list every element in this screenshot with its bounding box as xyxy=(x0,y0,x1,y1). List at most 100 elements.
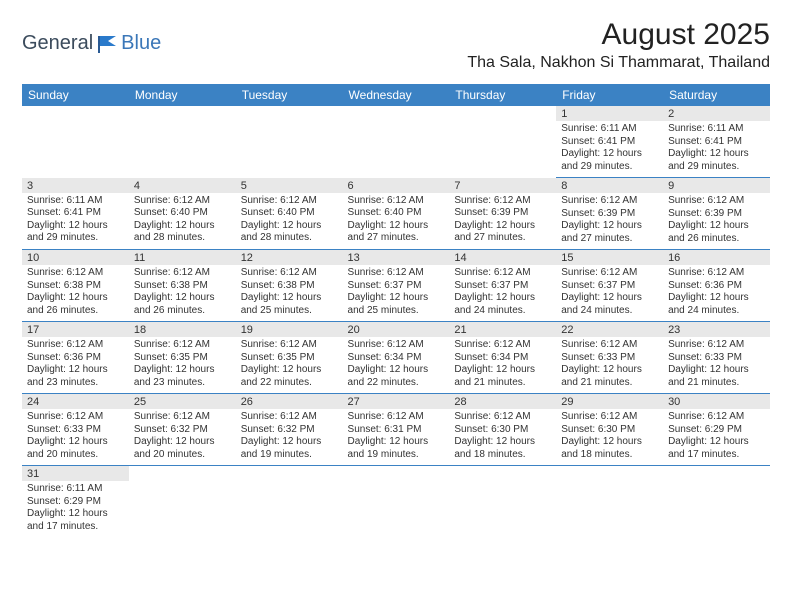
calendar-week: 10Sunrise: 6:12 AMSunset: 6:38 PMDayligh… xyxy=(22,250,770,322)
day-number: 19 xyxy=(236,322,343,337)
day-number: 2 xyxy=(663,106,770,121)
calendar-cell: 18Sunrise: 6:12 AMSunset: 6:35 PMDayligh… xyxy=(129,322,236,394)
day-details: Sunrise: 6:12 AMSunset: 6:33 PMDaylight:… xyxy=(556,337,663,393)
day-details: Sunrise: 6:12 AMSunset: 6:36 PMDaylight:… xyxy=(22,337,129,393)
calendar-cell: 27Sunrise: 6:12 AMSunset: 6:31 PMDayligh… xyxy=(343,394,450,466)
day-number: 5 xyxy=(236,178,343,193)
calendar-cell xyxy=(22,106,129,178)
calendar-cell: 24Sunrise: 6:12 AMSunset: 6:33 PMDayligh… xyxy=(22,394,129,466)
day-number: 26 xyxy=(236,394,343,409)
title-block: August 2025 Tha Sala, Nakhon Si Thammara… xyxy=(467,18,770,80)
day-number: 1 xyxy=(556,106,663,121)
calendar-cell xyxy=(556,466,663,538)
day-number: 3 xyxy=(22,178,129,193)
calendar-cell xyxy=(449,106,556,178)
calendar-cell xyxy=(236,466,343,538)
calendar-cell: 15Sunrise: 6:12 AMSunset: 6:37 PMDayligh… xyxy=(556,250,663,322)
day-details: Sunrise: 6:12 AMSunset: 6:29 PMDaylight:… xyxy=(663,409,770,465)
day-details: Sunrise: 6:12 AMSunset: 6:36 PMDaylight:… xyxy=(663,265,770,321)
day-details: Sunrise: 6:12 AMSunset: 6:40 PMDaylight:… xyxy=(343,193,450,249)
calendar-cell: 17Sunrise: 6:12 AMSunset: 6:36 PMDayligh… xyxy=(22,322,129,394)
calendar-cell: 28Sunrise: 6:12 AMSunset: 6:30 PMDayligh… xyxy=(449,394,556,466)
day-details: Sunrise: 6:12 AMSunset: 6:39 PMDaylight:… xyxy=(449,193,556,249)
day-details: Sunrise: 6:12 AMSunset: 6:32 PMDaylight:… xyxy=(129,409,236,465)
day-details: Sunrise: 6:12 AMSunset: 6:37 PMDaylight:… xyxy=(449,265,556,321)
calendar-cell: 6Sunrise: 6:12 AMSunset: 6:40 PMDaylight… xyxy=(343,178,450,250)
day-number: 11 xyxy=(129,250,236,265)
day-details: Sunrise: 6:12 AMSunset: 6:34 PMDaylight:… xyxy=(449,337,556,393)
calendar-cell: 11Sunrise: 6:12 AMSunset: 6:38 PMDayligh… xyxy=(129,250,236,322)
day-details: Sunrise: 6:11 AMSunset: 6:41 PMDaylight:… xyxy=(22,193,129,249)
calendar-cell: 25Sunrise: 6:12 AMSunset: 6:32 PMDayligh… xyxy=(129,394,236,466)
day-details: Sunrise: 6:12 AMSunset: 6:34 PMDaylight:… xyxy=(343,337,450,393)
day-number: 13 xyxy=(343,250,450,265)
day-details: Sunrise: 6:11 AMSunset: 6:41 PMDaylight:… xyxy=(663,121,770,177)
day-number: 12 xyxy=(236,250,343,265)
day-number: 31 xyxy=(22,466,129,481)
day-details: Sunrise: 6:11 AMSunset: 6:41 PMDaylight:… xyxy=(556,121,663,177)
col-monday: Monday xyxy=(129,84,236,106)
calendar-cell: 8Sunrise: 6:12 AMSunset: 6:39 PMDaylight… xyxy=(556,178,663,250)
col-sunday: Sunday xyxy=(22,84,129,106)
day-details: Sunrise: 6:12 AMSunset: 6:35 PMDaylight:… xyxy=(129,337,236,393)
calendar-table: Sunday Monday Tuesday Wednesday Thursday… xyxy=(22,84,770,537)
day-details: Sunrise: 6:11 AMSunset: 6:29 PMDaylight:… xyxy=(22,481,129,537)
day-number: 16 xyxy=(663,250,770,265)
flag-icon xyxy=(96,35,118,53)
calendar-cell xyxy=(343,466,450,538)
month-title: August 2025 xyxy=(467,18,770,52)
calendar-week: 17Sunrise: 6:12 AMSunset: 6:36 PMDayligh… xyxy=(22,322,770,394)
logo-text-blue: Blue xyxy=(121,32,161,55)
day-number: 20 xyxy=(343,322,450,337)
day-details: Sunrise: 6:12 AMSunset: 6:33 PMDaylight:… xyxy=(22,409,129,465)
day-details: Sunrise: 6:12 AMSunset: 6:30 PMDaylight:… xyxy=(556,409,663,465)
calendar-cell: 26Sunrise: 6:12 AMSunset: 6:32 PMDayligh… xyxy=(236,394,343,466)
calendar-week: 31Sunrise: 6:11 AMSunset: 6:29 PMDayligh… xyxy=(22,466,770,538)
calendar-cell xyxy=(663,466,770,538)
calendar-cell: 3Sunrise: 6:11 AMSunset: 6:41 PMDaylight… xyxy=(22,178,129,250)
col-saturday: Saturday xyxy=(663,84,770,106)
day-details: Sunrise: 6:12 AMSunset: 6:32 PMDaylight:… xyxy=(236,409,343,465)
calendar-cell: 19Sunrise: 6:12 AMSunset: 6:35 PMDayligh… xyxy=(236,322,343,394)
day-number: 9 xyxy=(663,178,770,193)
day-details: Sunrise: 6:12 AMSunset: 6:40 PMDaylight:… xyxy=(236,193,343,249)
day-details: Sunrise: 6:12 AMSunset: 6:35 PMDaylight:… xyxy=(236,337,343,393)
calendar-cell xyxy=(236,106,343,178)
day-number: 7 xyxy=(449,178,556,193)
calendar-cell: 16Sunrise: 6:12 AMSunset: 6:36 PMDayligh… xyxy=(663,250,770,322)
day-details: Sunrise: 6:12 AMSunset: 6:38 PMDaylight:… xyxy=(22,265,129,321)
calendar-cell: 20Sunrise: 6:12 AMSunset: 6:34 PMDayligh… xyxy=(343,322,450,394)
day-number: 17 xyxy=(22,322,129,337)
day-number: 23 xyxy=(663,322,770,337)
calendar-week: 1Sunrise: 6:11 AMSunset: 6:41 PMDaylight… xyxy=(22,106,770,178)
calendar-cell: 7Sunrise: 6:12 AMSunset: 6:39 PMDaylight… xyxy=(449,178,556,250)
calendar-cell: 13Sunrise: 6:12 AMSunset: 6:37 PMDayligh… xyxy=(343,250,450,322)
day-details: Sunrise: 6:12 AMSunset: 6:33 PMDaylight:… xyxy=(663,337,770,393)
calendar-cell: 9Sunrise: 6:12 AMSunset: 6:39 PMDaylight… xyxy=(663,178,770,250)
day-number: 15 xyxy=(556,250,663,265)
calendar-cell: 29Sunrise: 6:12 AMSunset: 6:30 PMDayligh… xyxy=(556,394,663,466)
day-details: Sunrise: 6:12 AMSunset: 6:38 PMDaylight:… xyxy=(236,265,343,321)
day-number: 8 xyxy=(556,178,663,193)
col-friday: Friday xyxy=(556,84,663,106)
logo: General Blue xyxy=(22,32,161,55)
col-wednesday: Wednesday xyxy=(343,84,450,106)
day-number: 30 xyxy=(663,394,770,409)
calendar-cell: 21Sunrise: 6:12 AMSunset: 6:34 PMDayligh… xyxy=(449,322,556,394)
calendar-cell: 31Sunrise: 6:11 AMSunset: 6:29 PMDayligh… xyxy=(22,466,129,538)
col-thursday: Thursday xyxy=(449,84,556,106)
day-number: 6 xyxy=(343,178,450,193)
header: General Blue August 2025 Tha Sala, Nakho… xyxy=(22,18,770,80)
day-details: Sunrise: 6:12 AMSunset: 6:39 PMDaylight:… xyxy=(663,193,770,249)
day-details: Sunrise: 6:12 AMSunset: 6:40 PMDaylight:… xyxy=(129,193,236,249)
day-number: 24 xyxy=(22,394,129,409)
calendar-cell xyxy=(449,466,556,538)
calendar-cell: 1Sunrise: 6:11 AMSunset: 6:41 PMDaylight… xyxy=(556,106,663,178)
calendar-cell: 22Sunrise: 6:12 AMSunset: 6:33 PMDayligh… xyxy=(556,322,663,394)
calendar-cell xyxy=(343,106,450,178)
calendar-cell: 4Sunrise: 6:12 AMSunset: 6:40 PMDaylight… xyxy=(129,178,236,250)
calendar-cell: 30Sunrise: 6:12 AMSunset: 6:29 PMDayligh… xyxy=(663,394,770,466)
calendar-cell: 12Sunrise: 6:12 AMSunset: 6:38 PMDayligh… xyxy=(236,250,343,322)
logo-text-general: General xyxy=(22,32,93,55)
day-details: Sunrise: 6:12 AMSunset: 6:30 PMDaylight:… xyxy=(449,409,556,465)
